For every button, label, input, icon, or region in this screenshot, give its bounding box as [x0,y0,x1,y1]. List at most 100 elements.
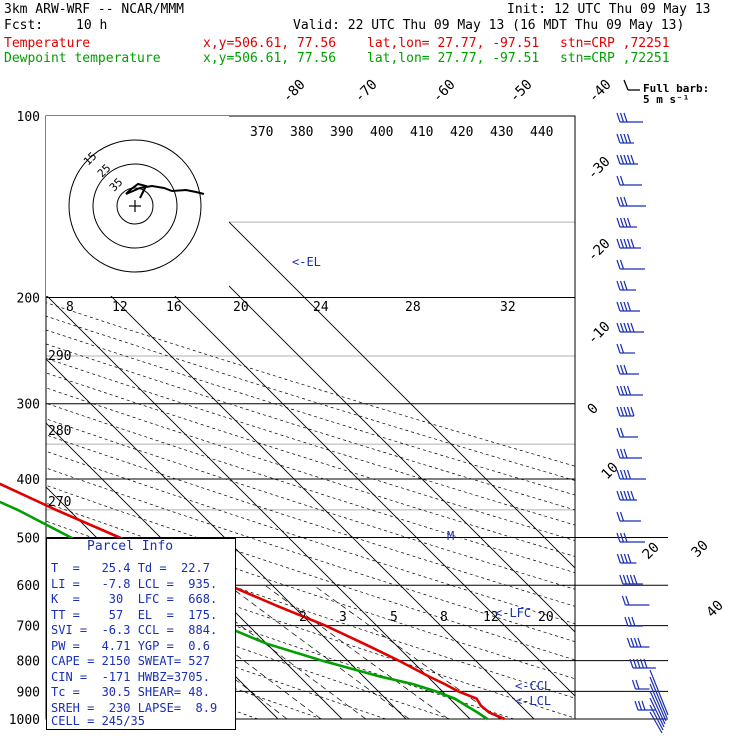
wind-barb-feather [623,301,628,312]
wind-barb-feather [624,616,629,627]
pressure-tick-label: 800 [17,655,40,670]
pressure-tick-label: 600 [17,579,40,594]
wind-barb-feather [626,322,632,333]
wind-barb-feather [623,196,628,207]
barb-legend-sample [623,79,629,91]
dewpoint-legend: Dewpoint temperature [4,51,161,66]
wind-barb-low [649,669,669,716]
wind-barb-feather [630,238,635,249]
wind-barb-feather [616,427,621,438]
wind-barb-feather [636,658,641,669]
wind-barb-feather [623,490,628,501]
parcel-row: CIN = -171 HWBZ=3705. [51,669,210,684]
wind-barb-feather [631,616,636,627]
wind-barb-feather [616,154,621,165]
hodograph-ring [68,139,202,273]
wind-barb-feather [630,637,635,648]
wind-barb-feather [630,322,635,333]
wind-barb-feather [631,679,637,690]
parcel-row: TT = 57 EL = 175. [51,607,218,622]
wind-barb-feather [625,595,630,606]
wind-barb-feather [616,490,621,501]
wind-barb-feather [619,133,625,144]
lcl-marker: <-LCL [515,694,551,708]
isotherm-right-label: -20 [585,236,614,265]
wind-barb-feather [619,511,625,522]
hodograph-ring-label: 35 [107,176,126,195]
wind-barb-feather [616,511,621,522]
wind-barb-feather [619,259,625,270]
parcel-row: SREH = 230 LAPSE= 8.9 [51,700,218,715]
wind-barb-feather [619,154,625,165]
wind-barb-feather [634,700,639,711]
wind-barb-low [649,711,663,734]
isotherm-top-label: -50 [507,77,536,106]
wind-barb-feather [633,637,639,648]
mixing-ratio-label: 2 [299,610,307,625]
isotherm-line [46,230,535,719]
wind-barb-feather [619,343,625,354]
theta-label: 400 [370,125,393,140]
wind-barb-feather [623,364,628,375]
wind-barb-feather [626,385,632,396]
wind-barb-feather [626,406,632,417]
pressure-tick-label: 300 [17,398,40,413]
dry-adiabat [46,302,575,467]
wind-barb-feather [616,133,621,144]
pressure-tick-label: 100 [17,110,40,125]
parcel-row: Tc = 30.5 SHEAR= 48. [51,685,210,699]
theta-label-lower: 290 [48,349,71,364]
isotherm-right-label: 20 [640,540,663,563]
wind-barb-feather [630,406,635,417]
theta-label: 390 [330,125,353,140]
parcel-row: CAPE = 2150 SWEAT= 527 [51,654,210,668]
parcel-row: K = 30 LFC = 668. [51,592,218,606]
wind-barb-feather [641,700,646,711]
mixing-ratio-line [313,584,501,719]
theta-label: 370 [250,125,273,140]
isotherm-top-label: -40 [586,77,615,106]
wind-barb-feather [619,448,625,459]
isotherm-right-label: 0 [585,401,602,418]
wind-barb-feather [616,406,621,417]
hodograph-ring-label: 25 [95,162,114,181]
dry-adiabat [46,402,575,574]
pressure-tick-label: 900 [17,685,40,700]
wind-barb-feather [626,133,632,144]
wind-barb-feather [616,259,621,270]
wind-barb-feather [616,301,621,312]
forecast-label: Fcst: [4,18,44,33]
wind-barb-feather [616,469,621,480]
wind-barb-feather [616,196,621,207]
mixing-ratio-line [186,584,367,719]
dry-adiabat [46,450,575,625]
wind-barb-feather [620,553,625,564]
wind-barb-feather [619,238,625,249]
wind-barb-feather [622,574,627,585]
wind-barb-feather [637,700,643,711]
wind-barb-feather [619,427,625,438]
wind-barb-feather [623,553,628,564]
wind-barb-feather [623,154,628,165]
pressure-tick-label: 200 [17,292,40,307]
isotherm-right-label: 40 [704,598,727,621]
wind-barb-feather [623,112,628,123]
dewpoint-xy: x,y=506.61, 77.56 [203,51,337,66]
dry-adiabat [46,484,575,661]
theta-label-lower: 270 [48,495,71,510]
temperature-xy: x,y=506.61, 77.56 [203,36,337,51]
wind-barb-feather [616,364,621,375]
wind-barb-feather [629,658,634,669]
mixing-ratio-label: 3 [339,610,347,625]
pressure-tick-label: 500 [17,531,40,546]
wind-barb-feather [623,448,628,459]
wind-barb-feather [619,406,625,417]
wind-barb-feather [629,574,634,585]
wind-barb-feather [630,490,635,501]
wind-barb-feather [637,637,642,648]
wind-barb-feather [619,385,625,396]
wind-barb-feather [619,490,625,501]
mixing-ratio-line [227,584,410,719]
wind-barb-feather [619,112,625,123]
wind-barb-feather [619,175,625,186]
